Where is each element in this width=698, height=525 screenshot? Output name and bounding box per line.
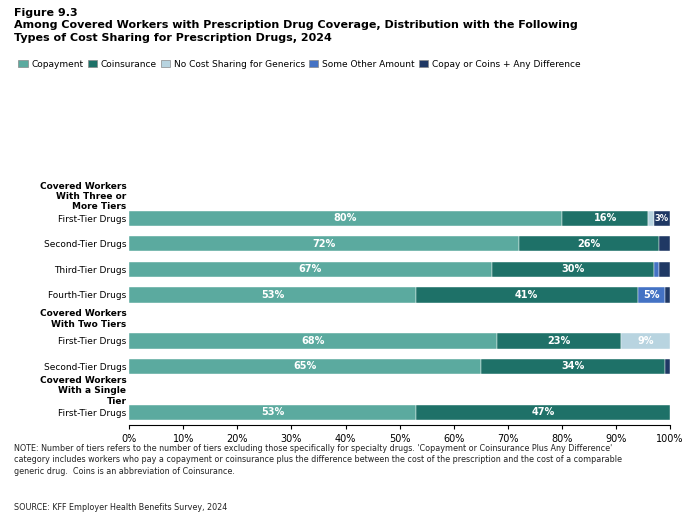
- Bar: [129, 236, 519, 251]
- Bar: [481, 359, 664, 374]
- Text: NOTE: Number of tiers refers to the number of tiers excluding those specifically: NOTE: Number of tiers refers to the numb…: [14, 444, 622, 476]
- Legend: Copayment, Coinsurance, No Cost Sharing for Generics, Some Other Amount, Copay o: Copayment, Coinsurance, No Cost Sharing …: [18, 60, 580, 69]
- Text: Figure 9.3: Figure 9.3: [14, 8, 77, 18]
- Bar: [659, 261, 670, 277]
- Bar: [562, 211, 648, 226]
- Text: SOURCE: KFF Employer Health Benefits Survey, 2024: SOURCE: KFF Employer Health Benefits Sur…: [14, 503, 228, 512]
- Text: 53%: 53%: [261, 290, 284, 300]
- Text: 47%: 47%: [531, 407, 555, 417]
- Bar: [648, 211, 654, 226]
- Text: 80%: 80%: [334, 213, 357, 223]
- Text: 9%: 9%: [637, 336, 654, 346]
- Text: 65%: 65%: [293, 362, 317, 372]
- Text: 72%: 72%: [312, 239, 336, 249]
- Bar: [637, 287, 664, 302]
- Bar: [416, 405, 670, 420]
- Text: Covered Workers
With a Single
Tier: Covered Workers With a Single Tier: [40, 376, 126, 406]
- Bar: [129, 405, 416, 420]
- Bar: [497, 333, 621, 349]
- Bar: [129, 359, 481, 374]
- Bar: [129, 261, 491, 277]
- Bar: [519, 236, 659, 251]
- Bar: [664, 359, 670, 374]
- Text: 16%: 16%: [593, 213, 617, 223]
- Text: 30%: 30%: [561, 265, 584, 275]
- Text: 68%: 68%: [302, 336, 325, 346]
- Text: 26%: 26%: [577, 239, 600, 249]
- Text: Among Covered Workers with Prescription Drug Coverage, Distribution with the Fol: Among Covered Workers with Prescription …: [14, 20, 578, 30]
- Text: 5%: 5%: [643, 290, 660, 300]
- Text: 41%: 41%: [515, 290, 538, 300]
- Text: 23%: 23%: [547, 336, 571, 346]
- Text: 3%: 3%: [655, 214, 669, 223]
- Bar: [129, 287, 416, 302]
- Bar: [659, 236, 670, 251]
- Bar: [491, 261, 654, 277]
- Text: 34%: 34%: [561, 362, 584, 372]
- Text: 53%: 53%: [261, 407, 284, 417]
- Bar: [416, 287, 637, 302]
- Bar: [621, 333, 670, 349]
- Bar: [654, 211, 670, 226]
- Bar: [129, 211, 562, 226]
- Bar: [654, 261, 659, 277]
- Text: Types of Cost Sharing for Prescription Drugs, 2024: Types of Cost Sharing for Prescription D…: [14, 33, 332, 43]
- Bar: [664, 287, 670, 302]
- Text: Covered Workers
With Two Tiers: Covered Workers With Two Tiers: [40, 310, 126, 329]
- Bar: [129, 333, 497, 349]
- Text: Covered Workers
With Three or
More Tiers: Covered Workers With Three or More Tiers: [40, 182, 126, 212]
- Text: 67%: 67%: [299, 265, 322, 275]
